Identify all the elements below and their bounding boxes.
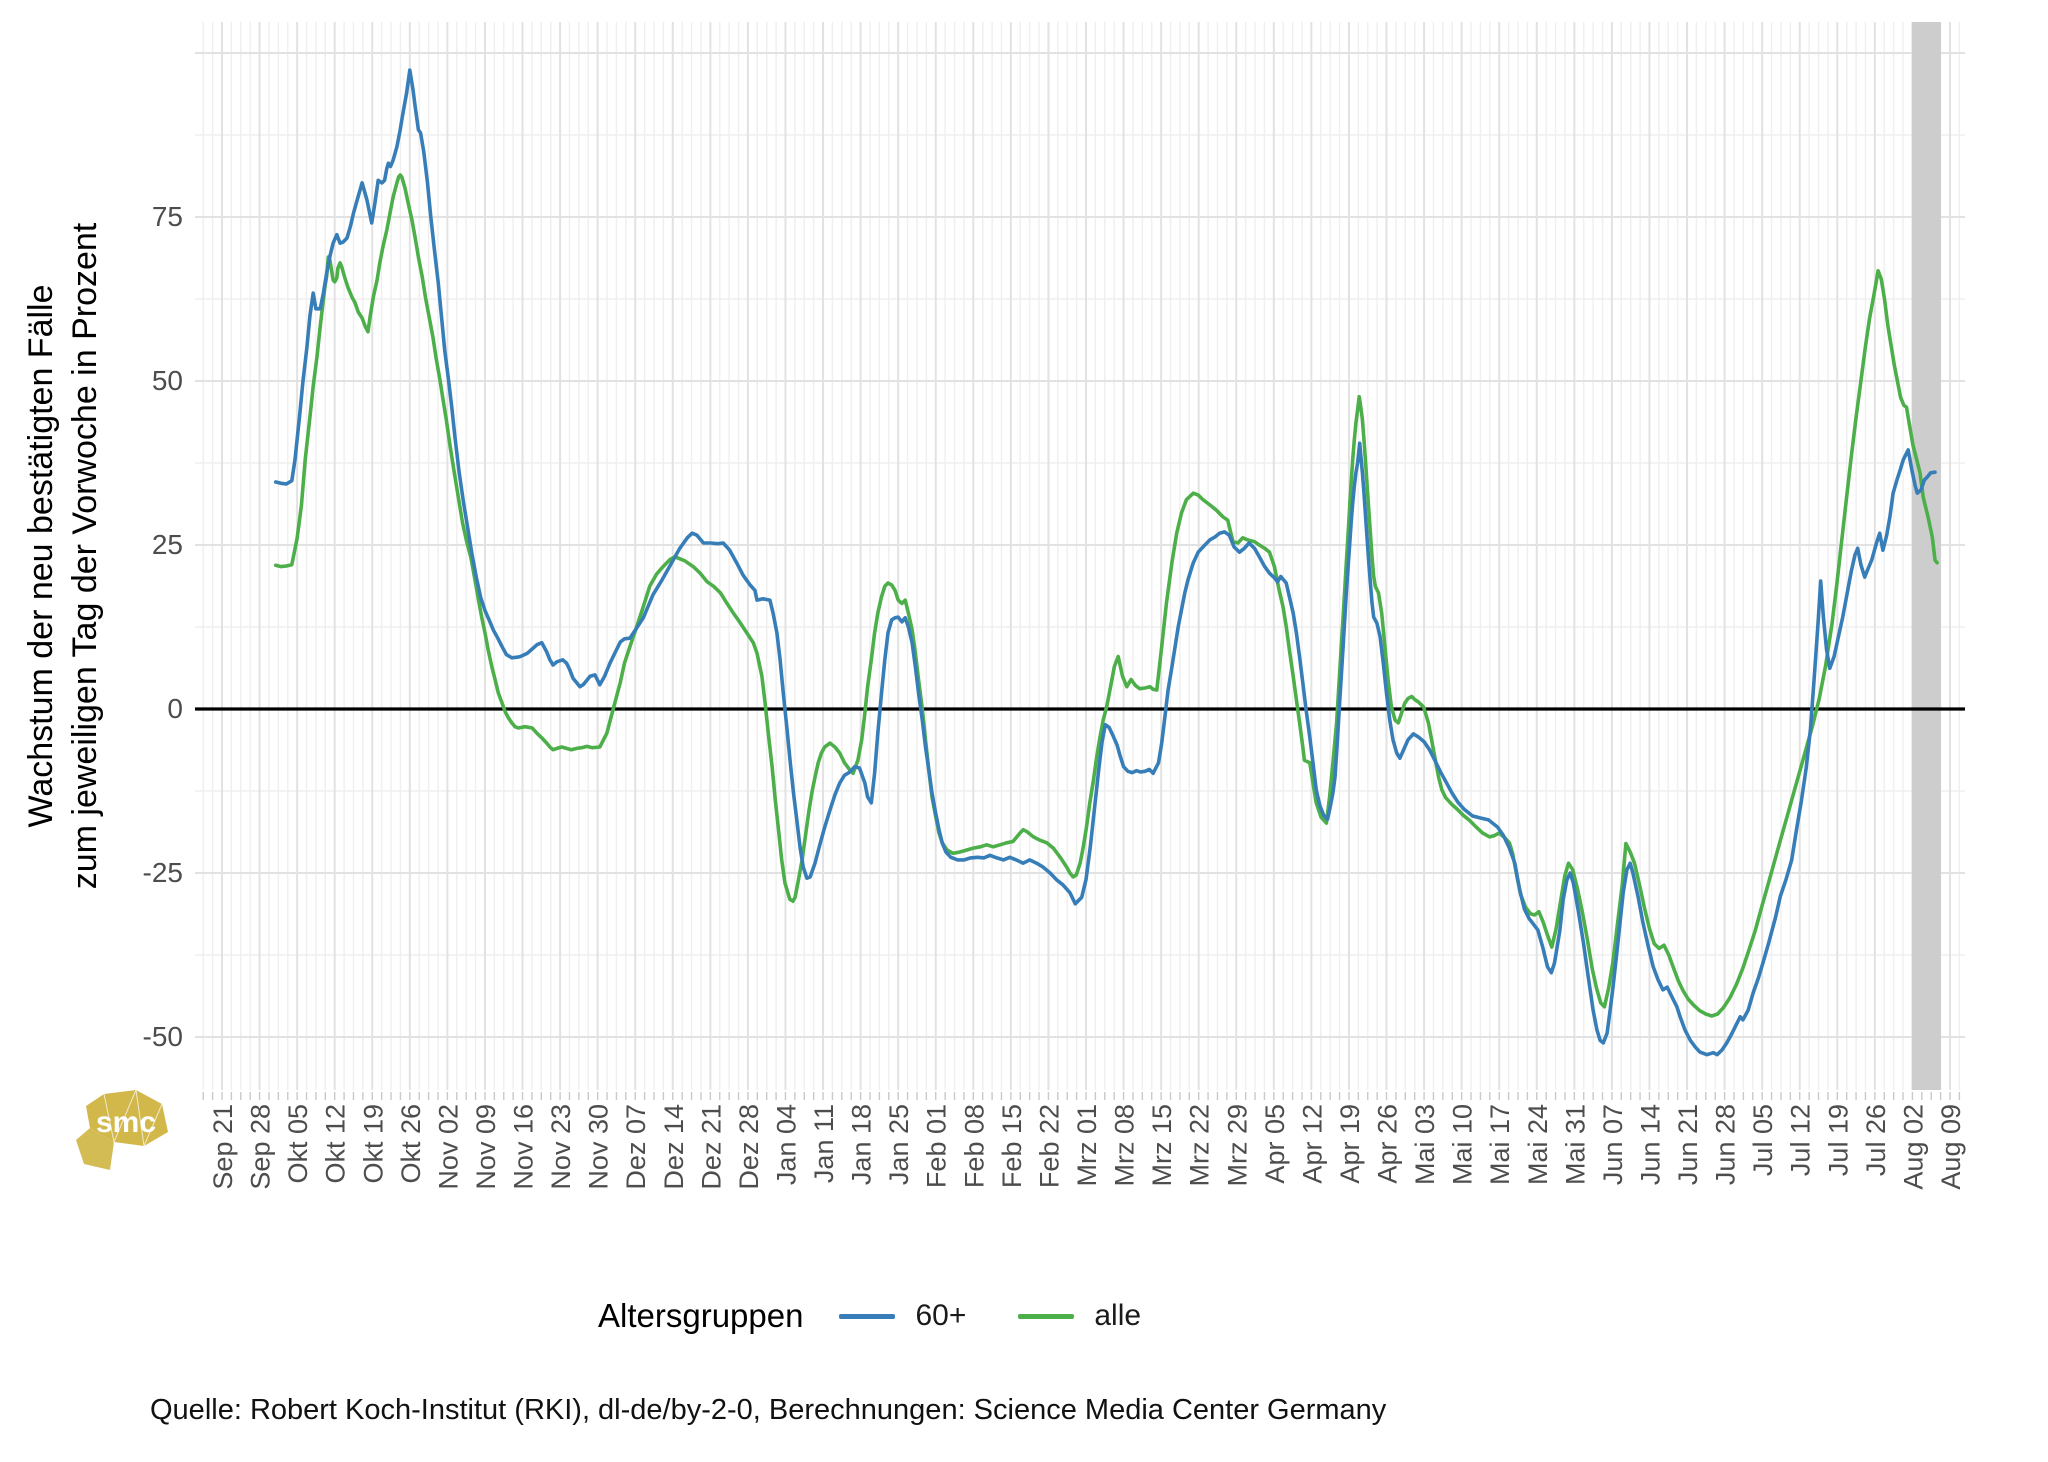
x-tick-label: Feb 01 (922, 1104, 952, 1188)
x-tick-label: Mai 31 (1560, 1104, 1590, 1185)
legend-item-60plus: 60+ (839, 1299, 966, 1333)
legend-title: Altersgruppen (598, 1297, 804, 1334)
x-tick-label: Jul 12 (1786, 1104, 1816, 1176)
x-tick-label: Okt 12 (321, 1104, 351, 1184)
x-tick-label: Feb 22 (1034, 1104, 1064, 1188)
x-tick-label: Nov 23 (546, 1104, 576, 1190)
x-tick-label: Mrz 08 (1110, 1104, 1140, 1187)
y-axis-title-line: Wachstum der neu bestätigten Fälle (22, 284, 60, 827)
series-line-alle (273, 173, 1939, 1018)
x-tick-label: Feb 08 (959, 1104, 989, 1188)
x-tick-label: Jun 28 (1711, 1104, 1741, 1185)
legend-label-60plus: 60+ (915, 1299, 967, 1332)
legend-line-60plus-icon (839, 1313, 896, 1319)
x-tick-label: Mai 24 (1523, 1104, 1553, 1185)
x-tick-label: Apr 05 (1260, 1104, 1290, 1184)
y-tick-label: -25 (143, 857, 183, 888)
y-tick-label: 50 (152, 365, 183, 396)
x-tick-label: Aug 02 (1898, 1104, 1928, 1190)
x-tick-label: Apr 26 (1373, 1104, 1403, 1184)
x-tick-label: Jul 19 (1823, 1104, 1853, 1176)
smc-logo-facets (103, 1088, 163, 1148)
x-tick-label: Jun 07 (1598, 1104, 1628, 1185)
gridlines-minor (195, 22, 1965, 1090)
x-tick-label: Dez 21 (696, 1104, 726, 1190)
x-axis-labels: Sep 21 Sep 28 Okt 05 Okt 12 Okt 19 Okt 26 Nov … (208, 1104, 1966, 1190)
x-tick-label: Mai 10 (1448, 1104, 1478, 1185)
x-tick-label: Feb 15 (997, 1104, 1027, 1188)
y-tick-label: 0 (167, 693, 183, 724)
y-tick-label: -50 (143, 1021, 183, 1052)
x-tick-label: Nov 16 (509, 1104, 539, 1190)
x-tick-label: Nov 02 (433, 1104, 463, 1190)
x-tick-label: Mrz 01 (1072, 1104, 1102, 1187)
legend-line-alle-icon (1018, 1313, 1075, 1319)
x-tick-label: Nov 09 (471, 1104, 501, 1190)
smc-logo-crystal-2 (76, 1128, 114, 1170)
y-axis-title: Wachstum der neu bestätigten Fälle zum je… (22, 222, 104, 889)
x-axis-ticks (202, 1092, 1961, 1100)
provisional-data-band (1911, 22, 1941, 1090)
legend-label-alle: alle (1094, 1299, 1142, 1332)
x-tick-label: Okt 05 (283, 1104, 313, 1184)
source-text: Quelle: Robert Koch-Institut (RKI), dl-d… (150, 1394, 1387, 1426)
x-tick-label: Jan 25 (884, 1104, 914, 1185)
x-tick-label: Mrz 22 (1185, 1104, 1215, 1187)
series-line-60plus (273, 68, 1937, 1057)
x-tick-label: Dez 07 (621, 1104, 651, 1190)
x-tick-label: Jun 14 (1635, 1104, 1665, 1185)
x-tick-label: Dez 14 (659, 1104, 689, 1190)
x-tick-label: Sep 21 (208, 1104, 238, 1190)
x-tick-label: Okt 19 (358, 1104, 388, 1184)
y-tick-label: 25 (152, 529, 183, 560)
x-tick-label: Mai 17 (1485, 1104, 1515, 1185)
legend-item-alle: alle (1018, 1299, 1141, 1333)
x-tick-label: Okt 26 (396, 1104, 426, 1184)
x-tick-label: Jul 26 (1861, 1104, 1891, 1176)
x-tick-label: Mrz 15 (1147, 1104, 1177, 1187)
smc-logo: smc (76, 1088, 168, 1170)
x-tick-label: Jan 18 (847, 1104, 877, 1185)
x-tick-label: Dez 28 (734, 1104, 764, 1190)
legend: Altersgruppen 60+ alle (598, 1292, 1193, 1340)
x-tick-label: Jul 05 (1748, 1104, 1778, 1176)
x-tick-label: Jan 11 (809, 1104, 839, 1183)
x-tick-label: Mai 03 (1410, 1104, 1440, 1185)
x-tick-label: Aug 09 (1936, 1104, 1966, 1190)
x-tick-label: Mrz 29 (1222, 1104, 1252, 1187)
smc-logo-text: smc (96, 1106, 156, 1139)
x-tick-label: Apr 12 (1297, 1104, 1327, 1184)
y-tick-label: 75 (152, 201, 183, 232)
y-axis-labels: 75 50 25 0 -25 -50 (143, 201, 183, 1052)
y-axis-title-line: zum jeweiligen Tag der Vorwoche in Proze… (66, 222, 104, 889)
x-tick-label: Sep 28 (246, 1104, 276, 1190)
x-tick-label: Apr 19 (1335, 1104, 1365, 1184)
x-tick-label: Jan 04 (771, 1104, 801, 1185)
x-tick-label: Jun 21 (1673, 1104, 1703, 1185)
x-tick-label: Nov 30 (584, 1104, 614, 1190)
gridlines-major (195, 22, 1965, 1090)
